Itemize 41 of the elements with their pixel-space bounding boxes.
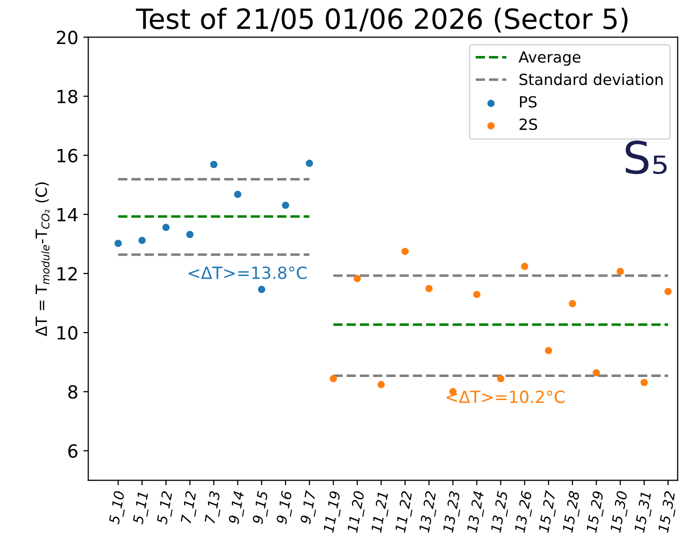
x-tick-label: 9_17 xyxy=(300,490,320,525)
y-tick-label: 12 xyxy=(58,266,77,280)
y-tick-label: 20 xyxy=(56,30,78,44)
x-tick-label: 13_23 xyxy=(442,490,464,534)
x-tick-label: 7_13 xyxy=(204,490,224,524)
annotation: <ΔT>=13.8°C xyxy=(188,266,307,280)
x-tick-label: 15_29 xyxy=(586,490,607,534)
x-tick-label: 5_11 xyxy=(132,492,152,525)
chart-title: Test of 21/05 01/06 2026 (Sector 5) xyxy=(136,8,628,33)
annotation: S₅ xyxy=(626,140,667,174)
legend-label: Average xyxy=(518,51,580,66)
x-tick-label: 11_21 xyxy=(370,492,392,534)
x-tick-label: 11_19 xyxy=(323,490,344,534)
y-tick-label: 14 xyxy=(58,208,78,222)
y-tick-label: 18 xyxy=(58,90,78,104)
x-tick-label: 11_22 xyxy=(394,490,416,534)
x-tick-label: 5_12 xyxy=(156,490,176,526)
legend-label: 2S xyxy=(520,118,538,130)
y-axis-title: ΔT = T$_{module}$-T$_{CO₂}$ (C) xyxy=(35,182,50,336)
x-tick-label: 13_25 xyxy=(490,490,511,534)
x-tick-label: 13_24 xyxy=(466,490,487,534)
x-tick-label: 11_20 xyxy=(347,490,368,534)
x-tick-label: 13_22 xyxy=(418,490,440,534)
y-tick-label: 6 xyxy=(68,444,78,458)
y-tick-label: 8 xyxy=(68,385,78,399)
x-tick-label: 15_27 xyxy=(538,490,559,534)
y-tick-label: 16 xyxy=(58,148,78,162)
legend-label: PS xyxy=(520,96,537,108)
x-tick-label: 13_26 xyxy=(514,490,535,534)
y-tick-label: 10 xyxy=(58,326,78,340)
x-tick-label: 15_28 xyxy=(562,490,583,534)
x-tick-label: 15_32 xyxy=(658,490,678,534)
x-tick-label: 9_16 xyxy=(276,490,296,525)
x-tick-label: 15_31 xyxy=(634,492,654,534)
x-tick-label: 5_10 xyxy=(108,490,128,526)
x-tick-label: 9_15 xyxy=(252,490,272,525)
x-tick-label: 7_12 xyxy=(180,490,200,524)
annotation: <ΔT>=10.2°C xyxy=(446,390,564,404)
x-tick-label: 9_14 xyxy=(228,490,248,525)
x-tick-label: 15_30 xyxy=(610,490,630,534)
legend-label: Standard deviation xyxy=(520,73,663,86)
